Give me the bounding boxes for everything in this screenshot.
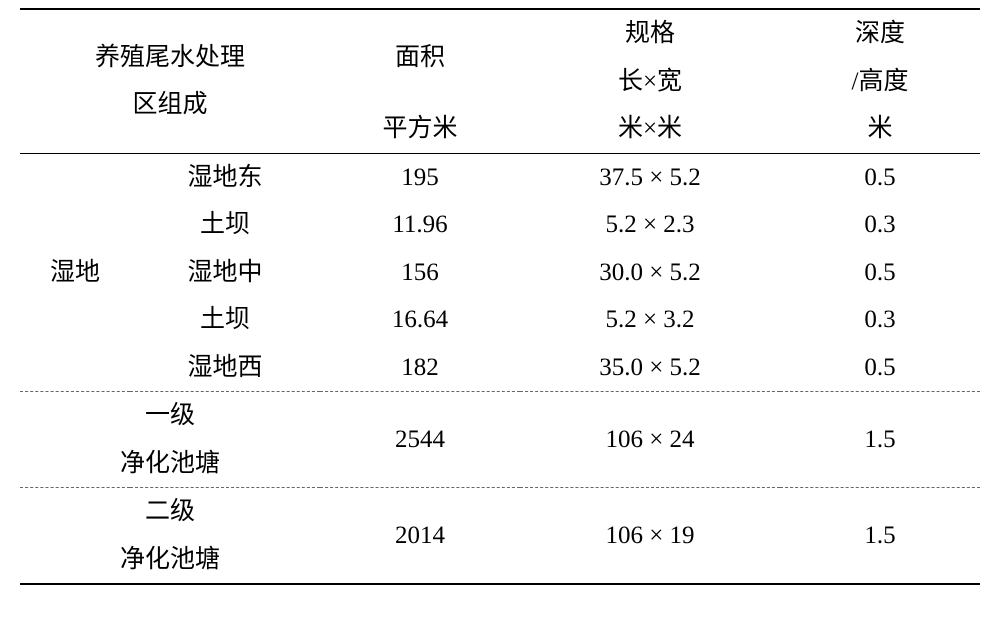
- purify2-name-l1: 二级: [20, 488, 320, 536]
- table-row: 湿地西 182 35.0 × 5.2 0.5: [20, 344, 980, 392]
- row-spec: 106 × 24: [520, 392, 780, 488]
- row-area: 195: [320, 153, 520, 201]
- row-area: 156: [320, 249, 520, 297]
- table-row: 土坝 11.96 5.2 × 2.3 0.3: [20, 201, 980, 249]
- wetland-group-label: 湿地: [20, 153, 130, 392]
- tailwater-treatment-table: 养殖尾水处理 区组成 面积 规格 深度 长×宽 /高度 平方米 米×米 米 湿地…: [20, 8, 980, 585]
- row-area: 182: [320, 344, 520, 392]
- row-name: 土坝: [130, 201, 320, 249]
- row-depth: 0.3: [780, 201, 980, 249]
- header-depth-unit: 米: [780, 105, 980, 153]
- row-depth: 1.5: [780, 392, 980, 488]
- row-name: 湿地中: [130, 249, 320, 297]
- row-spec: 37.5 × 5.2: [520, 153, 780, 201]
- purify1-name-l2: 净化池塘: [20, 440, 320, 488]
- row-depth: 0.3: [780, 296, 980, 344]
- row-depth: 1.5: [780, 488, 980, 585]
- header-spec-l2: 长×宽: [520, 58, 780, 106]
- row-area: 2014: [320, 488, 520, 585]
- row-spec: 106 × 19: [520, 488, 780, 585]
- row-name: 湿地西: [130, 344, 320, 392]
- row-area: 2544: [320, 392, 520, 488]
- row-area: 16.64: [320, 296, 520, 344]
- header-composition-l2: 区组成: [20, 81, 320, 129]
- table-row: 土坝 16.64 5.2 × 3.2 0.3: [20, 296, 980, 344]
- purify1-name-l1: 一级: [20, 392, 320, 440]
- row-name: 土坝: [130, 296, 320, 344]
- row-spec: 30.0 × 5.2: [520, 249, 780, 297]
- header-area-unit: 平方米: [320, 105, 520, 153]
- header-depth-l1: 深度: [780, 9, 980, 58]
- purify2-name: 二级 净化池塘: [20, 488, 320, 585]
- row-spec: 5.2 × 3.2: [520, 296, 780, 344]
- purify2-name-l2: 净化池塘: [20, 536, 320, 584]
- row-spec: 35.0 × 5.2: [520, 344, 780, 392]
- header-area: 面积: [320, 9, 520, 105]
- purify1-name: 一级 净化池塘: [20, 392, 320, 488]
- header-composition: 养殖尾水处理 区组成: [20, 9, 320, 153]
- row-name: 湿地东: [130, 153, 320, 201]
- row-spec: 5.2 × 2.3: [520, 201, 780, 249]
- header-spec-unit: 米×米: [520, 105, 780, 153]
- header-composition-l1: 养殖尾水处理: [20, 34, 320, 82]
- table-row: 湿地 湿地东 195 37.5 × 5.2 0.5: [20, 153, 980, 201]
- row-depth: 0.5: [780, 344, 980, 392]
- header-spec-l1: 规格: [520, 9, 780, 58]
- table-row: 湿地中 156 30.0 × 5.2 0.5: [20, 249, 980, 297]
- row-depth: 0.5: [780, 153, 980, 201]
- header-depth-l2: /高度: [780, 58, 980, 106]
- row-depth: 0.5: [780, 249, 980, 297]
- row-area: 11.96: [320, 201, 520, 249]
